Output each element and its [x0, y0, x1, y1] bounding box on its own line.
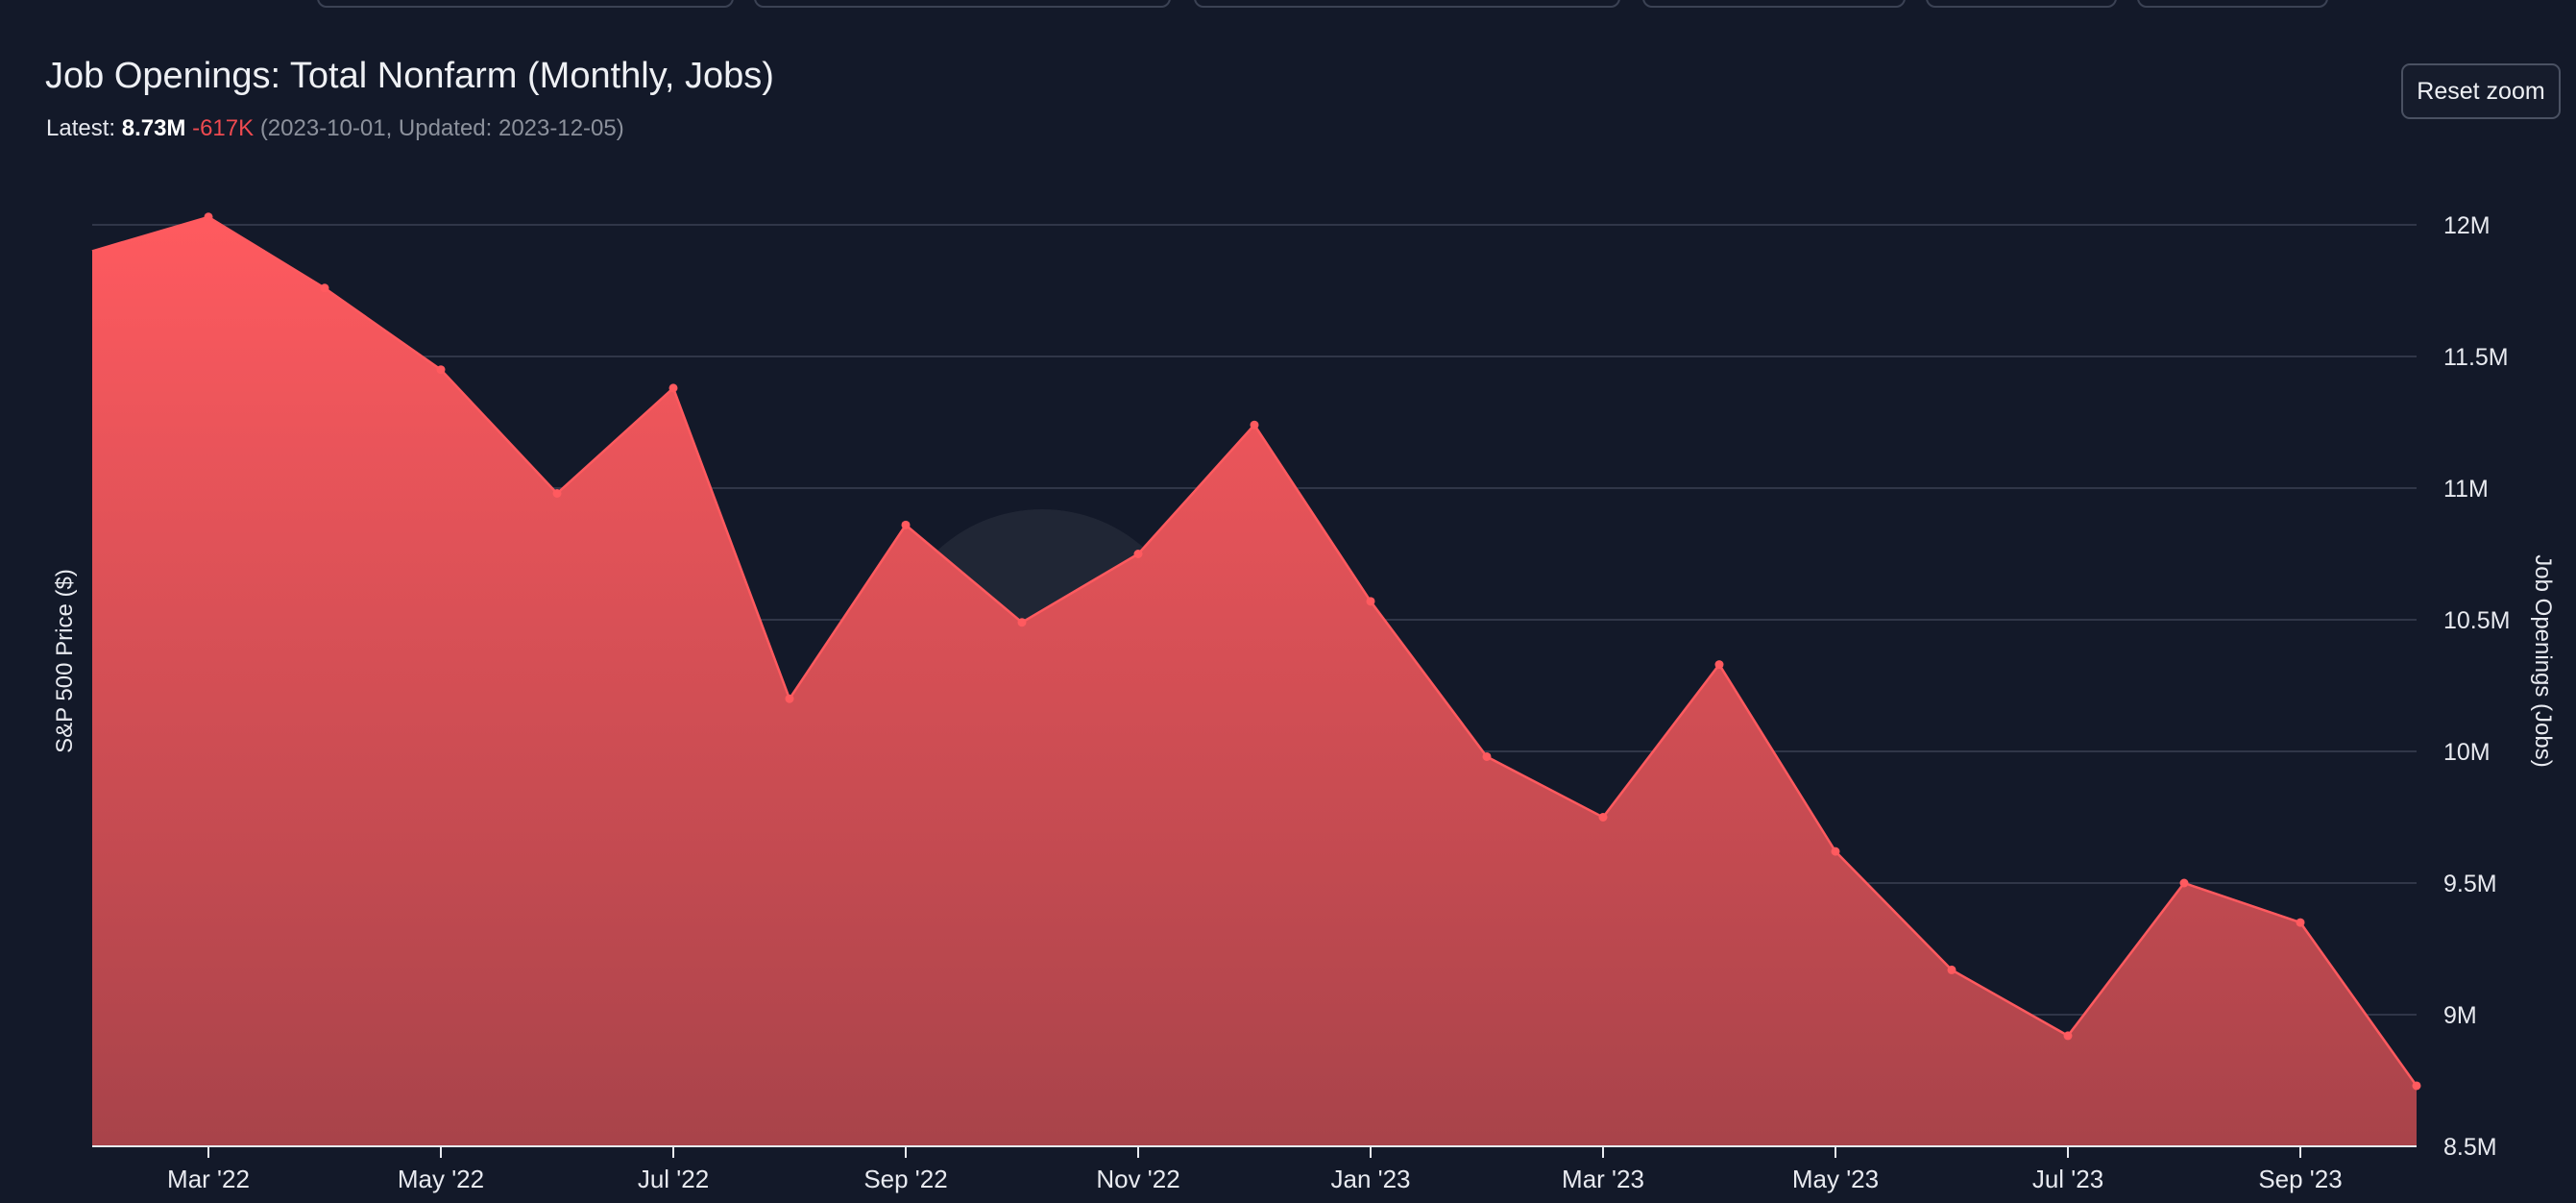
data-point[interactable] — [552, 488, 562, 498]
data-point[interactable] — [668, 383, 678, 393]
x-axis: Mar '22 May '22 Jul '22 Sep '22 Nov '22 Jan '… — [92, 1145, 2417, 1193]
y-axis-right-title: Job Openings (Jobs) — [2530, 554, 2556, 767]
x-tick-label: Mar '23 — [1562, 1165, 1644, 1193]
data-point[interactable] — [2412, 1081, 2421, 1091]
y-axis-left-title: S&P 500 Price ($) — [52, 569, 78, 753]
series-job-openings — [91, 212, 2421, 1147]
data-point[interactable] — [2296, 918, 2305, 927]
x-tick-label: May '22 — [398, 1165, 484, 1193]
data-point[interactable] — [901, 520, 911, 529]
y-tick-label: 9M — [2443, 1002, 2477, 1029]
data-point[interactable] — [1714, 660, 1724, 670]
y-tick-label: 11.5M — [2443, 344, 2509, 371]
series-area — [92, 216, 2417, 1147]
data-point[interactable] — [2063, 1031, 2073, 1041]
data-point[interactable] — [1482, 751, 1492, 761]
y-tick-label: 10.5M — [2443, 607, 2510, 634]
reset-zoom-button[interactable]: Reset zoom — [2401, 63, 2561, 119]
data-point[interactable] — [1366, 597, 1375, 606]
y-tick-label: 12M — [2443, 212, 2491, 239]
top-tab-bar — [0, 0, 2576, 8]
y-tick-label: 11M — [2443, 476, 2489, 503]
data-point[interactable] — [2179, 878, 2189, 888]
x-tick-label: May '23 — [1792, 1165, 1879, 1193]
y-axis-right: 8.5M 9M 9.5M 10M 10.5M 11M 11.5M 12M — [2443, 212, 2510, 1161]
data-point[interactable] — [1133, 550, 1143, 558]
data-point[interactable] — [1598, 813, 1608, 822]
latest-meta: (2023-10-01, Updated: 2023-12-05) — [259, 115, 624, 141]
data-point[interactable] — [320, 283, 329, 293]
data-point[interactable] — [1250, 420, 1259, 430]
y-tick-label: 10M — [2443, 739, 2491, 766]
data-point[interactable] — [1831, 847, 1840, 856]
data-point[interactable] — [1947, 965, 1956, 974]
data-point[interactable] — [204, 212, 213, 222]
data-point[interactable] — [785, 694, 794, 703]
latest-change: -617K — [192, 115, 255, 141]
x-tick-label: Mar '22 — [167, 1165, 250, 1193]
x-tick-label: Jan '23 — [1330, 1165, 1410, 1193]
x-tick-label: Jul '22 — [638, 1165, 709, 1193]
latest-value: 8.73M — [121, 115, 186, 141]
data-point[interactable] — [436, 365, 446, 375]
x-tick-label: Jul '23 — [2032, 1165, 2103, 1193]
x-tick-label: Nov '22 — [1096, 1165, 1179, 1193]
x-tick-label: Sep '23 — [2258, 1165, 2342, 1193]
y-tick-label: 9.5M — [2443, 871, 2497, 897]
y-tick-label: 8.5M — [2443, 1134, 2497, 1161]
latest-label: Latest: — [46, 115, 116, 141]
data-point[interactable] — [1017, 618, 1027, 627]
chart-subtitle: Latest: 8.73M -617K (2023-10-01, Updated… — [46, 115, 624, 142]
chart-title: Job Openings: Total Nonfarm (Monthly, Jo… — [45, 56, 774, 96]
x-tick-label: Sep '22 — [863, 1165, 947, 1193]
